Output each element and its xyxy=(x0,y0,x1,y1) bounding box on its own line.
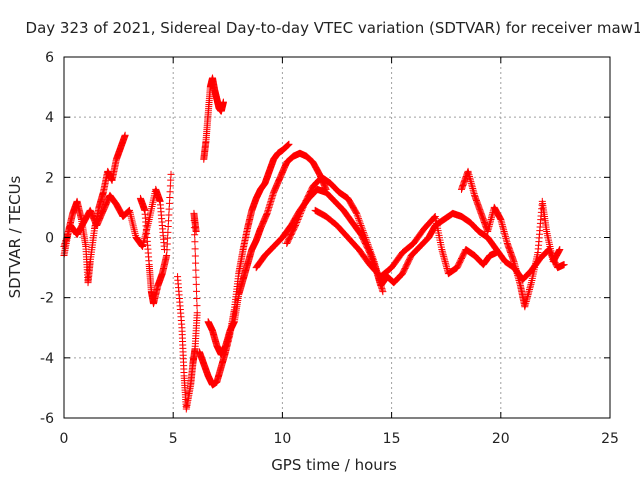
data-point xyxy=(492,249,500,257)
data-point xyxy=(367,249,375,257)
data-point xyxy=(191,238,199,246)
data-point xyxy=(379,288,387,296)
data-point xyxy=(361,232,369,240)
data-point xyxy=(370,256,378,264)
y-tick-label: 4 xyxy=(45,110,54,126)
data-point xyxy=(296,209,304,217)
data-point xyxy=(191,245,199,253)
data-point xyxy=(192,280,200,288)
axis-ticks xyxy=(63,56,611,419)
data-point xyxy=(431,213,438,221)
data-point xyxy=(292,220,300,228)
data-point xyxy=(360,230,368,238)
data-point xyxy=(192,273,200,281)
data-point xyxy=(364,240,372,248)
data-point xyxy=(356,218,364,226)
x-tick-label: 20 xyxy=(492,431,510,447)
series xyxy=(311,206,500,281)
y-axis-label: SDTVAR / TECUs xyxy=(6,175,24,298)
y-tick-label: 2 xyxy=(45,170,54,186)
series xyxy=(60,185,168,254)
data-point xyxy=(354,213,362,221)
data-point xyxy=(368,252,376,260)
data-point xyxy=(365,244,373,252)
data-point xyxy=(192,259,200,267)
data-point xyxy=(299,203,307,211)
data-point xyxy=(121,131,129,139)
data-point xyxy=(297,208,305,216)
data-point xyxy=(298,205,306,213)
data-point xyxy=(556,246,564,254)
data-point xyxy=(285,140,293,148)
series xyxy=(457,167,564,311)
data-point xyxy=(355,216,363,224)
data-point xyxy=(193,287,201,295)
y-tick-label: -6 xyxy=(40,411,54,427)
x-tick-label: 0 xyxy=(60,431,69,447)
data-point xyxy=(191,231,199,239)
data-point xyxy=(366,246,374,254)
data-point xyxy=(361,234,369,241)
data-point xyxy=(295,212,303,220)
tick-labels: 0 5 10 15 20 25 -6 -4 -2 0 2 4 6 xyxy=(40,50,619,447)
data-point xyxy=(292,221,300,229)
grid-lines xyxy=(64,57,610,418)
data-point xyxy=(368,251,376,259)
data-point xyxy=(193,309,201,317)
data-point xyxy=(193,295,201,303)
data-point xyxy=(362,235,370,243)
data-point xyxy=(296,211,304,219)
x-tick-label: 5 xyxy=(169,431,178,447)
y-tick-label: -4 xyxy=(40,351,54,367)
y-tick-label: -2 xyxy=(40,291,54,307)
data-point xyxy=(293,217,301,225)
data-point xyxy=(295,214,303,222)
data-point xyxy=(191,252,199,260)
data-point xyxy=(192,266,200,274)
data-point xyxy=(167,170,175,178)
series xyxy=(136,170,175,308)
data-point xyxy=(366,247,374,255)
data-point xyxy=(355,215,363,223)
series xyxy=(200,74,227,163)
data-point xyxy=(360,228,368,236)
data-point xyxy=(363,239,371,247)
data-point xyxy=(356,220,364,228)
data-point xyxy=(353,211,361,219)
x-tick-label: 25 xyxy=(601,431,619,447)
data-point xyxy=(293,218,301,226)
data-point xyxy=(365,242,373,250)
data-point xyxy=(359,227,367,235)
data-points xyxy=(60,74,568,413)
data-point xyxy=(363,237,371,245)
data-point xyxy=(192,227,200,235)
data-point xyxy=(357,221,365,229)
series xyxy=(174,209,201,413)
data-point xyxy=(298,206,306,214)
data-point xyxy=(358,225,366,233)
data-point xyxy=(358,223,366,231)
x-axis-label: GPS time / hours xyxy=(271,456,397,474)
x-tick-label: 15 xyxy=(383,431,401,447)
data-point xyxy=(294,215,302,223)
data-point xyxy=(369,254,377,262)
data-point xyxy=(353,209,361,217)
y-tick-label: 0 xyxy=(45,231,54,247)
series xyxy=(204,149,330,359)
x-tick-label: 10 xyxy=(273,431,291,447)
data-point xyxy=(560,261,568,269)
data-point xyxy=(219,98,227,106)
chart-title: Day 323 of 2021, Sidereal Day-to-day VTE… xyxy=(26,19,640,37)
data-point xyxy=(193,302,201,310)
y-tick-label: 6 xyxy=(45,50,54,66)
